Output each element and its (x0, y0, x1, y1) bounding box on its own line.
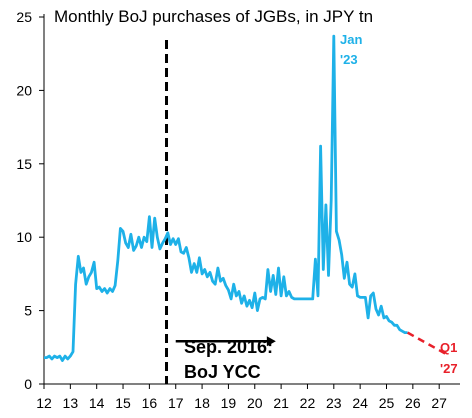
axes (43, 14, 460, 385)
arrow-head (266, 336, 276, 347)
peak-annotation-month: Jan (340, 32, 362, 47)
x-tick-label: 25 (379, 395, 395, 411)
x-tick-label: 23 (326, 395, 342, 411)
y-tick-label: 10 (16, 229, 32, 245)
x-axis-ticks: 12 13 14 15 16 17 18 19 20 21 22 23 24 25 26 27 (36, 384, 447, 411)
x-tick-label: 18 (194, 395, 210, 411)
projection-series-line (406, 331, 448, 356)
x-tick-label: 17 (168, 395, 184, 411)
event-annotation-label: BoJ YCC (184, 362, 261, 382)
x-tick-label: 15 (115, 395, 131, 411)
y-tick-label: 25 (16, 9, 32, 25)
chart-title: Monthly BoJ purchases of JGBs, in JPY tn (54, 7, 373, 26)
x-tick-label: 19 (221, 395, 237, 411)
event-annotation-date: Sep. 2016: (184, 337, 273, 357)
peak-annotation-year: '23 (340, 52, 358, 67)
series-group (44, 34, 448, 362)
x-tick-label: 14 (89, 395, 105, 411)
y-tick-label: 15 (16, 156, 32, 172)
projection-annotation-year: '27 (440, 361, 458, 376)
x-tick-label: 24 (352, 395, 368, 411)
y-tick-label: 20 (16, 82, 32, 98)
x-tick-label: 26 (405, 395, 421, 411)
y-tick-label: 0 (24, 376, 32, 392)
x-tick-label: 16 (142, 395, 158, 411)
y-axis-ticks: 0 5 10 15 20 25 (16, 9, 44, 392)
actual-series-line (44, 34, 408, 362)
event-arrow (175, 336, 276, 347)
x-tick-label: 12 (36, 395, 52, 411)
x-tick-label: 20 (247, 395, 263, 411)
x-tick-label: 13 (63, 395, 79, 411)
x-tick-label: 21 (273, 395, 289, 411)
x-tick-label: 22 (300, 395, 316, 411)
projection-annotation-quarter: Q1 (440, 340, 457, 355)
x-tick-label: 27 (431, 395, 447, 411)
y-tick-label: 5 (24, 303, 32, 319)
